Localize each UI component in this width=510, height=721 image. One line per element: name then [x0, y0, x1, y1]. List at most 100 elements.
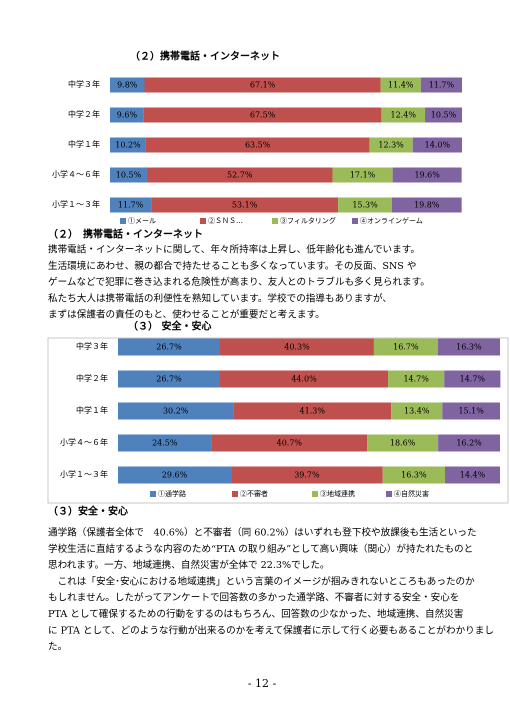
- paragraph-line: 私たち大人は携帯電話の利便性を熟知しています。学校での指導もありますが、: [48, 292, 392, 304]
- data-label: 17.1%: [350, 171, 376, 180]
- legend-swatch: [386, 491, 392, 497]
- legend-swatch: [232, 491, 238, 497]
- data-label: 10.2%: [115, 141, 141, 150]
- data-label: 67.5%: [250, 111, 276, 120]
- legend-label: ④自然災害: [394, 489, 429, 498]
- bar-segment: [367, 434, 439, 452]
- data-label: 9.8%: [117, 81, 138, 90]
- data-label: 13.4%: [404, 407, 430, 416]
- data-label: 14.4%: [460, 471, 486, 480]
- data-label: 26.7%: [156, 375, 182, 384]
- data-label: 16.3%: [456, 343, 482, 352]
- paragraph-line: 学校生活に直結するような内容のため“PTA の取り組み”として高い興味（関心）が…: [48, 543, 473, 555]
- bar-segment: [110, 137, 146, 153]
- section-heading: （２） 携帯電話・インターネット: [48, 228, 203, 241]
- y-tick-label: 中学１年: [68, 139, 100, 149]
- bar-segment: [391, 402, 443, 420]
- data-label: 11.4%: [388, 81, 414, 90]
- paragraph-line: 思われます。一方、地域連携、自然災害が全体で 22.3%でした。: [48, 559, 330, 571]
- bar-segment: [380, 77, 421, 93]
- y-tick-label: 小学４～６年: [52, 169, 100, 179]
- data-label: 26.7%: [156, 343, 182, 352]
- data-label: 18.6%: [390, 439, 416, 448]
- bar-segment: [438, 434, 500, 452]
- page-number: - 12 -: [248, 677, 277, 690]
- bar-segment: [211, 434, 368, 452]
- legend-label: ③地域連携: [320, 489, 355, 498]
- bar-segment: [412, 137, 462, 153]
- paragraph-line: た。: [48, 642, 67, 653]
- data-label: 16.3%: [401, 471, 427, 480]
- data-label: 67.1%: [250, 81, 276, 90]
- bar-segment: [118, 466, 232, 484]
- bar-segment: [444, 466, 500, 484]
- data-label: 12.4%: [391, 111, 417, 120]
- bar-segment: [118, 402, 234, 420]
- data-label: 12.3%: [378, 141, 404, 150]
- bar-segment: [382, 466, 445, 484]
- bar-segment: [145, 137, 370, 153]
- data-label: 11.7%: [118, 201, 144, 210]
- legend-label: ②ＳＮＳ…: [208, 217, 243, 225]
- legend-swatch: [200, 218, 206, 224]
- legend-swatch: [312, 491, 318, 497]
- bar-segment: [444, 370, 501, 388]
- data-label: 15.1%: [458, 407, 484, 416]
- y-tick-label: 小学１～３年: [52, 199, 100, 209]
- bar-segment: [110, 167, 147, 183]
- paragraph-line: に PTA として、どのような行動が出来るのかを考えて保護者に示して行く必要もあ…: [48, 624, 494, 636]
- data-label: 52.7%: [227, 171, 253, 180]
- data-label: 10.5%: [431, 111, 457, 120]
- bar-segment: [391, 197, 462, 213]
- y-tick-label: 小学４～６年: [60, 437, 108, 447]
- bar-segment: [219, 338, 374, 356]
- bar-segment: [437, 338, 500, 356]
- data-label: 16.7%: [393, 343, 419, 352]
- data-label: 39.7%: [294, 471, 320, 480]
- bar-segment: [110, 107, 144, 123]
- legend-swatch: [352, 218, 358, 224]
- bar-segment: [233, 402, 392, 420]
- legend-label: ②不審者: [240, 489, 268, 498]
- bar-segment: [388, 370, 445, 388]
- y-tick-label: 中学３年: [76, 341, 108, 351]
- data-label: 30.2%: [163, 407, 189, 416]
- paragraph-line: まずは保護者の責任のもと、使わせることが重要だと考えます。: [48, 309, 325, 321]
- bar-segment: [332, 167, 393, 183]
- data-label: 14.7%: [403, 375, 429, 384]
- y-tick-label: 小学１～３年: [60, 469, 108, 479]
- bar-segment: [151, 197, 339, 213]
- legend-label: ④オンラインゲーム: [360, 216, 423, 225]
- data-label: 16.2%: [456, 439, 482, 448]
- data-label: 29.6%: [162, 471, 188, 480]
- data-label: 44.0%: [291, 375, 317, 384]
- bar-segment: [392, 167, 462, 183]
- bar-segment: [425, 107, 462, 123]
- y-tick-label: 中学３年: [68, 79, 100, 89]
- paragraph-line: もしれません。したがってアンケートで回答数の多かった通学路、不審者に対する安全・…: [48, 592, 459, 604]
- legend-swatch: [272, 218, 278, 224]
- data-label: 14.7%: [460, 375, 486, 384]
- bar-segment: [420, 77, 462, 93]
- legend-swatch: [120, 218, 126, 224]
- bar-segment: [118, 434, 212, 452]
- section-heading: （３）安全・安心: [48, 505, 128, 518]
- data-label: 40.7%: [277, 439, 303, 448]
- bar-segment: [110, 77, 145, 93]
- bar-segment: [143, 107, 382, 123]
- bar-segment: [118, 370, 220, 388]
- bar-segment: [219, 370, 389, 388]
- legend-swatch: [150, 491, 156, 497]
- bar-segment: [381, 107, 426, 123]
- bar-segment: [231, 466, 383, 484]
- bar-segment: [118, 338, 220, 356]
- y-tick-label: 中学２年: [68, 109, 100, 119]
- data-label: 14.0%: [425, 141, 451, 150]
- legend-label: ③フィルタリング: [280, 216, 336, 225]
- bar-segment: [373, 338, 438, 356]
- bar-segment: [338, 197, 392, 213]
- legend-label: ①メール: [128, 217, 156, 225]
- bar-segment: [110, 197, 152, 213]
- data-label: 15.3%: [352, 201, 378, 210]
